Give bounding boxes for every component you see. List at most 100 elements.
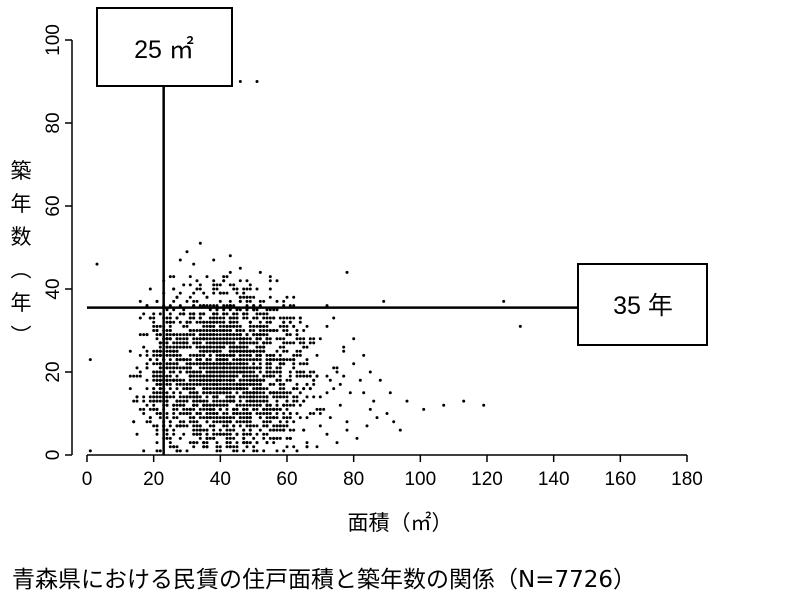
data-point xyxy=(305,441,309,445)
data-point xyxy=(195,287,199,291)
data-point xyxy=(205,320,209,324)
data-point xyxy=(242,441,246,445)
data-point xyxy=(155,324,159,328)
data-point xyxy=(212,279,216,283)
data-point xyxy=(212,420,216,424)
data-point xyxy=(282,345,286,349)
data-point xyxy=(215,353,219,357)
data-point xyxy=(192,382,196,386)
data-point xyxy=(158,399,162,403)
data-point xyxy=(268,362,272,366)
data-point xyxy=(245,333,249,337)
data-point xyxy=(255,374,259,378)
data-point xyxy=(155,441,159,445)
data-point xyxy=(222,420,226,424)
data-point xyxy=(272,316,276,320)
data-point xyxy=(152,403,156,407)
data-point xyxy=(152,399,156,403)
data-point xyxy=(212,424,216,428)
y-axis-title-char: ） xyxy=(8,325,32,346)
data-point xyxy=(272,308,276,312)
data-point xyxy=(242,378,246,382)
data-point xyxy=(212,374,216,378)
data-point xyxy=(228,428,232,432)
data-point xyxy=(245,312,249,316)
data-point xyxy=(298,320,302,324)
data-point xyxy=(232,304,236,308)
data-point xyxy=(202,366,206,370)
data-point xyxy=(222,320,226,324)
data-point xyxy=(212,291,216,295)
data-point xyxy=(232,333,236,337)
data-point xyxy=(218,407,222,411)
data-point xyxy=(288,436,292,440)
data-point xyxy=(225,395,229,399)
data-point xyxy=(242,345,246,349)
data-point xyxy=(215,304,219,308)
data-point xyxy=(158,362,162,366)
data-point xyxy=(205,399,209,403)
data-point xyxy=(138,316,142,320)
data-point xyxy=(332,316,336,320)
data-point xyxy=(345,420,349,424)
data-point xyxy=(265,362,269,366)
data-point xyxy=(178,403,182,407)
data-point xyxy=(152,378,156,382)
data-point xyxy=(165,395,169,399)
data-point xyxy=(248,374,252,378)
data-point xyxy=(258,324,262,328)
data-point xyxy=(258,395,262,399)
data-point xyxy=(225,403,229,407)
data-point xyxy=(175,407,179,411)
data-point xyxy=(188,353,192,357)
data-point xyxy=(268,287,272,291)
data-point xyxy=(275,358,279,362)
y-tick-label: 0 xyxy=(43,450,64,461)
data-point xyxy=(362,391,366,395)
data-point xyxy=(292,399,296,403)
data-point xyxy=(238,308,242,312)
data-point xyxy=(242,329,246,332)
data-point xyxy=(232,312,236,316)
data-point xyxy=(225,416,229,420)
data-point xyxy=(192,337,196,341)
data-point xyxy=(155,358,159,362)
data-point xyxy=(198,370,202,374)
data-point xyxy=(212,258,216,262)
data-point xyxy=(258,299,262,303)
data-point xyxy=(295,329,299,332)
data-point xyxy=(282,349,286,353)
data-point xyxy=(235,387,239,391)
data-point xyxy=(285,395,289,399)
data-point xyxy=(152,362,156,366)
data-point xyxy=(208,320,212,324)
data-point xyxy=(128,374,132,378)
data-point xyxy=(142,449,146,453)
data-point xyxy=(252,333,256,337)
data-point xyxy=(212,370,216,374)
data-point xyxy=(315,374,319,378)
data-point xyxy=(225,291,229,295)
data-point xyxy=(222,341,226,345)
data-point xyxy=(202,416,206,420)
data-point xyxy=(272,374,276,378)
data-point xyxy=(208,316,212,320)
data-point xyxy=(218,329,222,332)
data-point xyxy=(172,395,176,399)
data-point xyxy=(218,320,222,324)
data-point xyxy=(198,241,202,245)
data-point xyxy=(178,370,182,374)
data-point xyxy=(248,341,252,345)
data-point xyxy=(232,436,236,440)
data-point xyxy=(208,333,212,337)
data-point xyxy=(205,412,209,415)
data-point xyxy=(222,333,226,337)
data-point xyxy=(232,316,236,320)
data-point xyxy=(252,436,256,440)
data-point xyxy=(252,324,256,328)
data-point xyxy=(235,374,239,378)
data-point xyxy=(325,324,329,328)
data-point xyxy=(185,399,189,403)
x-tick-label: 100 xyxy=(404,469,436,490)
data-point xyxy=(158,324,162,328)
